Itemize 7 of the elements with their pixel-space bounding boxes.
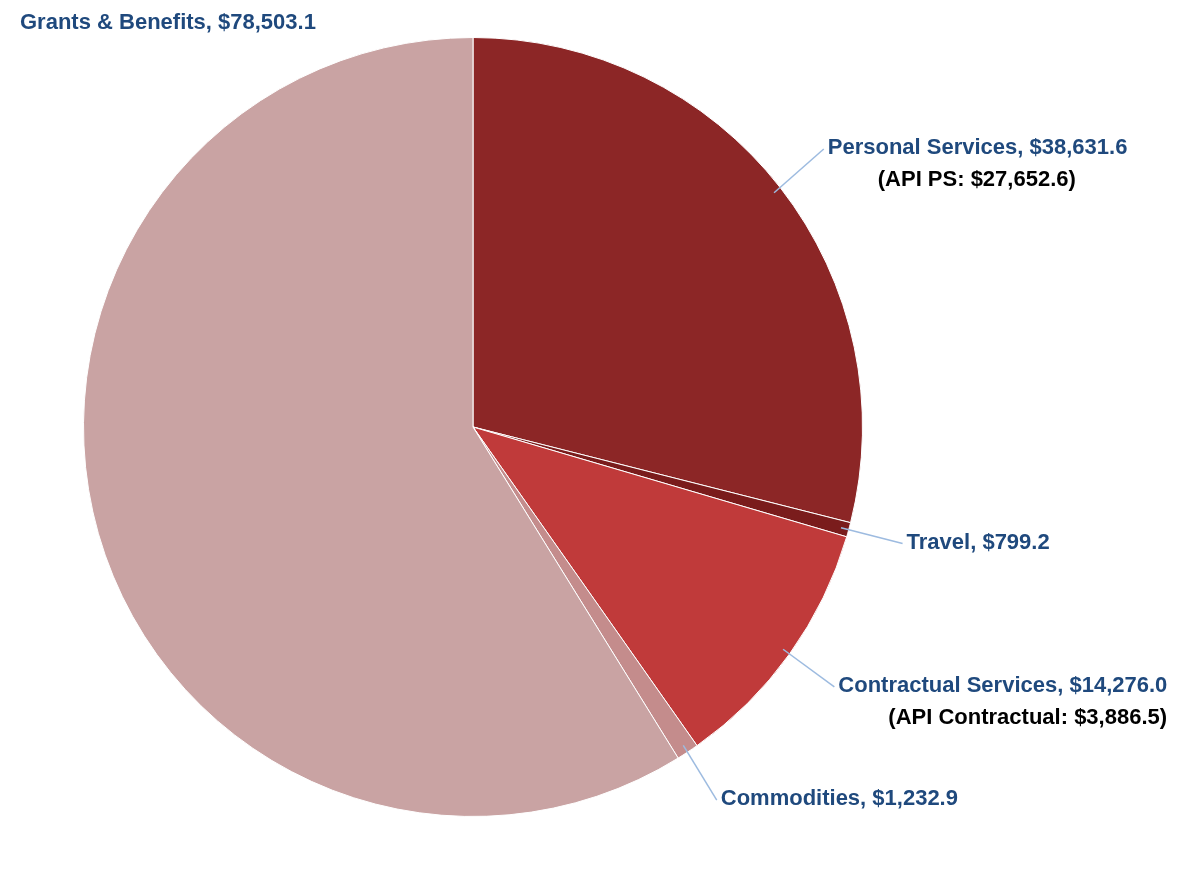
- slice-label: Grants & Benefits, $78,503.1: [20, 9, 316, 35]
- slice-label: Travel, $799.2: [906, 528, 1050, 554]
- slice-label: Personal Services, $38,631.6: [827, 134, 1128, 159]
- text: (API Contractual: $3,886.5): [888, 703, 1168, 729]
- text: (API PS: $27,652.6): [877, 166, 1076, 191]
- slice-label: Contractual Services, $14,276.0: [838, 671, 1168, 697]
- slice-label: Commodities, $1,232.9: [720, 785, 958, 811]
